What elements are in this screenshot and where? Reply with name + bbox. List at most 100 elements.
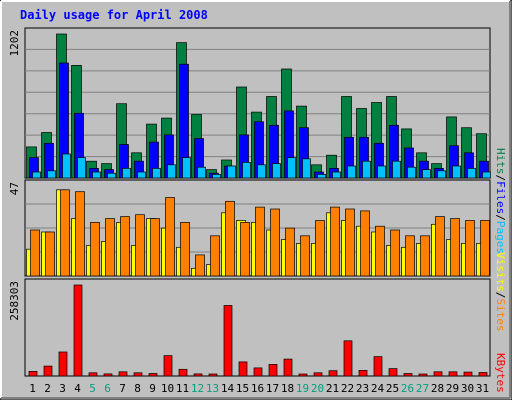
bar-sites-day-6 — [105, 218, 115, 277]
bar-sites-day-25 — [390, 229, 400, 277]
x-tick-label-day-28: 28 — [431, 382, 444, 395]
bar-pages-day-11 — [182, 157, 191, 179]
bar-kbytes-day-26 — [403, 373, 413, 377]
bar-pages-day-2 — [47, 170, 56, 179]
panel-kbytes-legend: KBytes — [494, 353, 507, 393]
bar-sites-day-2 — [45, 231, 55, 277]
x-tick-label-day-16: 16 — [251, 382, 264, 395]
bar-sites-day-15 — [240, 222, 250, 277]
x-tick-label-day-25: 25 — [386, 382, 399, 395]
bar-pages-day-17 — [272, 163, 281, 179]
bar-pages-day-18 — [287, 157, 296, 179]
legend-kbytes: KBytes — [494, 353, 507, 393]
bar-pages-day-13 — [212, 174, 221, 179]
x-tick-label-day-20: 20 — [311, 382, 324, 395]
bar-kbytes-day-10 — [163, 355, 173, 377]
bar-sites-day-7 — [120, 216, 130, 277]
bar-kbytes-day-30 — [463, 371, 473, 377]
x-tick-label-day-26: 26 — [401, 382, 414, 395]
bar-kbytes-day-8 — [133, 372, 143, 377]
x-tick-label-day-31: 31 — [476, 382, 489, 395]
panel-kbytes-max-label: 258303 — [8, 281, 21, 321]
panel-kbytes-bg — [24, 278, 491, 377]
bar-kbytes-day-1 — [28, 371, 38, 377]
panel-visits-legend: Visits/Sites — [494, 252, 507, 332]
bar-pages-day-27 — [422, 169, 431, 179]
x-tick-label-day-4: 4 — [74, 382, 81, 395]
bar-kbytes-day-2 — [43, 365, 53, 377]
x-tick-label-day-1: 1 — [29, 382, 36, 395]
x-tick-label-day-2: 2 — [44, 382, 51, 395]
bar-kbytes-day-13 — [208, 373, 218, 377]
bar-sites-day-11 — [180, 222, 190, 277]
legend-separator: / — [494, 214, 507, 221]
x-tick-label-day-30: 30 — [461, 382, 474, 395]
bar-pages-day-12 — [197, 166, 206, 179]
x-tick-label-day-15: 15 — [236, 382, 249, 395]
panel-visits-max-label: 47 — [8, 182, 21, 195]
x-tick-label-day-29: 29 — [446, 382, 459, 395]
bar-sites-day-5 — [90, 222, 100, 277]
bar-kbytes-day-17 — [268, 364, 278, 377]
bar-pages-day-29 — [452, 165, 461, 179]
x-axis: 1 2 3 4 5 6 7 8 9 10 11 12 13 14 15 16 17 18 19 20 21 22 23 24 2… — [29, 382, 489, 395]
bar-sites-day-4 — [75, 191, 85, 277]
bar-kbytes-day-31 — [478, 372, 488, 377]
bar-kbytes-day-27 — [418, 373, 428, 377]
bar-pages-day-20 — [317, 174, 326, 179]
x-tick-label-day-7: 7 — [119, 382, 126, 395]
legend-sites: Sites — [494, 298, 507, 331]
bar-pages-day-4 — [77, 157, 86, 179]
bar-pages-day-6 — [107, 172, 116, 179]
bar-kbytes-day-15 — [238, 361, 248, 377]
bar-kbytes-day-6 — [103, 373, 113, 377]
bar-pages-day-15 — [242, 162, 251, 179]
bar-sites-day-29 — [450, 218, 460, 277]
bar-sites-day-31 — [480, 220, 490, 277]
x-tick-label-day-13: 13 — [206, 382, 219, 395]
x-tick-label-day-5: 5 — [89, 382, 96, 395]
bar-pages-day-30 — [467, 168, 476, 179]
panel-hits-max-label: 1202 — [8, 30, 21, 57]
panels-layer: 1202Hits/Files/Pages47Visits/Sites258303… — [8, 27, 507, 393]
bar-kbytes-day-23 — [358, 370, 368, 377]
bar-sites-day-22 — [345, 208, 355, 277]
panel-hits-legend: Hits/Files/Pages — [494, 148, 507, 254]
x-tick-label-day-8: 8 — [134, 382, 141, 395]
legend-pages: Pages — [494, 221, 507, 254]
bar-kbytes-day-14 — [223, 305, 233, 377]
bar-sites-day-26 — [405, 235, 415, 277]
bar-pages-day-31 — [482, 171, 491, 179]
bar-sites-day-30 — [465, 220, 475, 277]
x-tick-label-day-11: 11 — [176, 382, 189, 395]
bar-sites-day-17 — [270, 208, 280, 277]
bar-sites-day-21 — [330, 206, 340, 277]
x-tick-label-day-23: 23 — [356, 382, 369, 395]
x-tick-label-day-6: 6 — [104, 382, 111, 395]
x-tick-label-day-27: 27 — [416, 382, 429, 395]
bar-pages-day-5 — [92, 171, 101, 179]
bar-kbytes-day-25 — [388, 368, 398, 377]
bar-pages-day-28 — [437, 170, 446, 179]
bar-pages-day-21 — [332, 171, 341, 179]
bar-sites-day-16 — [255, 206, 265, 277]
x-tick-label-day-9: 9 — [149, 382, 156, 395]
bar-pages-day-10 — [167, 164, 176, 179]
bar-kbytes-day-18 — [283, 358, 293, 377]
x-tick-label-day-17: 17 — [266, 382, 279, 395]
bar-sites-day-9 — [150, 218, 160, 277]
legend-hits: Hits — [494, 148, 507, 175]
bar-kbytes-day-24 — [373, 356, 383, 377]
bar-pages-day-14 — [227, 165, 236, 179]
panel-visits: 47 Visits/Sites — [8, 179, 507, 332]
bar-kbytes-day-11 — [178, 368, 188, 377]
x-tick-label-day-18: 18 — [281, 382, 294, 395]
bar-sites-day-10 — [165, 197, 175, 277]
bar-sites-day-27 — [420, 235, 430, 277]
bar-sites-day-3 — [60, 189, 70, 277]
x-tick-label-day-10: 10 — [161, 382, 174, 395]
bar-kbytes-day-28 — [433, 371, 443, 377]
bar-sites-day-20 — [315, 220, 325, 277]
x-tick-label-day-21: 21 — [326, 382, 339, 395]
